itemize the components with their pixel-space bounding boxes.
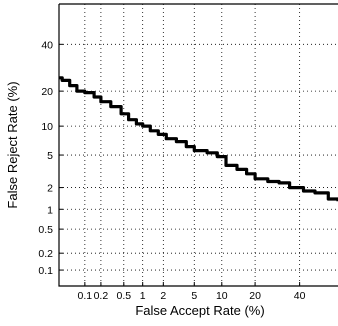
y-tick-label: 0.2 xyxy=(38,248,53,260)
y-tick-label: 2 xyxy=(47,183,53,195)
plot-frame xyxy=(58,3,338,287)
x-tick-label: 1 xyxy=(140,290,146,302)
y-tick-label: 0.5 xyxy=(38,224,53,236)
x-axis-label: False Accept Rate (%) xyxy=(135,303,264,318)
y-tick-label: 40 xyxy=(41,39,53,51)
y-tick-label: 20 xyxy=(41,86,53,98)
x-tick-label: 40 xyxy=(294,290,306,302)
det-curve xyxy=(59,76,338,202)
y-axis-label: False Reject Rate (%) xyxy=(5,81,20,208)
plot-background xyxy=(59,4,338,286)
y-tick-label: 1 xyxy=(47,204,53,216)
x-tick-label: 0.2 xyxy=(94,290,109,302)
x-tick-label: 2 xyxy=(160,290,166,302)
x-tick-label: 20 xyxy=(249,290,261,302)
x-tick-label: 5 xyxy=(191,290,197,302)
y-tick-label: 0.1 xyxy=(38,265,53,277)
y-tick-label: 10 xyxy=(41,121,53,133)
series-layer xyxy=(59,76,338,202)
x-tick-label: 0.1 xyxy=(78,290,93,302)
tick-marks xyxy=(59,43,301,286)
y-tick-label: 5 xyxy=(47,150,53,162)
x-tick-label: 10 xyxy=(216,290,228,302)
x-tick-label: 0.5 xyxy=(116,290,131,302)
